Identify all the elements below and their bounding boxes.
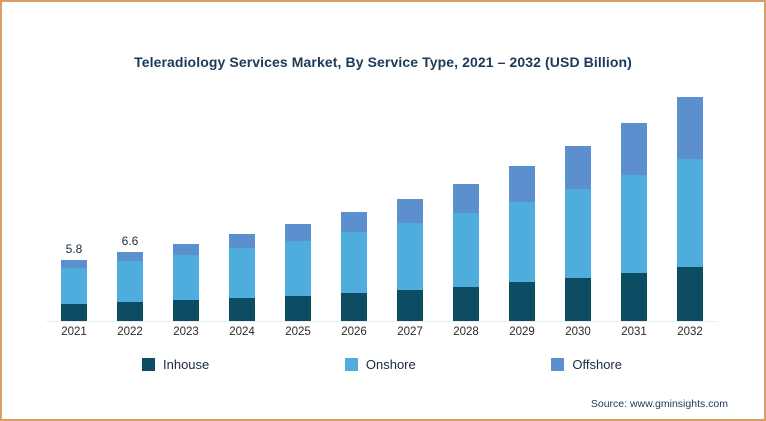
bar-segment-onshore-2024 (229, 247, 255, 298)
bar-segment-onshore-2028 (453, 213, 479, 287)
bar-stack-2031 (621, 123, 647, 321)
legend-item-offshore: Offshore (551, 357, 622, 372)
x-axis-label-2029: 2029 (509, 326, 535, 338)
chart-title: Teleradiology Services Market, By Servic… (134, 54, 632, 70)
bar-segment-inhouse-2022 (117, 302, 143, 321)
bar-stack-2024 (229, 234, 255, 321)
bar-segment-inhouse-2027 (397, 289, 423, 321)
x-axis-label-2024: 2024 (229, 326, 255, 338)
bar-segment-offshore-2021 (61, 260, 87, 268)
bar-segment-inhouse-2028 (453, 286, 479, 321)
bar-column-2023 (158, 90, 214, 321)
bar-column-2022: 6.6 (102, 90, 158, 321)
bar-column-2025 (270, 90, 326, 321)
plot-area: 5.8 6.6 (46, 90, 718, 322)
bar-column-2024 (214, 90, 270, 321)
bar-column-2032 (662, 90, 718, 321)
bar-column-2027 (382, 90, 438, 321)
bar-total-label-2022: 6.6 (121, 234, 139, 249)
bar-segment-inhouse-2026 (341, 292, 367, 321)
legend-item-inhouse: Inhouse (142, 357, 209, 372)
bar-segment-inhouse-2031 (621, 272, 647, 321)
bar-segment-offshore-2028 (453, 184, 479, 214)
bar-segment-inhouse-2030 (565, 278, 591, 321)
bar-segment-onshore-2029 (509, 201, 535, 283)
bar-segment-onshore-2022 (117, 261, 143, 303)
bar-stack-2025 (285, 223, 311, 321)
legend-label-offshore: Offshore (572, 357, 622, 372)
bar-segment-onshore-2025 (285, 240, 311, 296)
bar-segment-offshore-2022 (117, 252, 143, 262)
bar-segment-onshore-2023 (173, 255, 199, 301)
bar-stack-2028 (453, 184, 479, 321)
x-axis-label-2025: 2025 (285, 326, 311, 338)
x-axis-label-2028: 2028 (453, 326, 479, 338)
bar-stack-2032 (677, 97, 703, 321)
bar-segment-offshore-2024 (229, 234, 255, 248)
bar-segment-inhouse-2032 (677, 266, 703, 321)
bar-column-2030 (550, 90, 606, 321)
bar-column-2031 (606, 90, 662, 321)
x-axis-label-2021: 2021 (61, 326, 87, 338)
legend-item-onshore: Onshore (344, 357, 416, 372)
bar-column-2021: 5.8 (46, 90, 102, 321)
legend-label-onshore: Onshore (365, 357, 416, 372)
bar-segment-inhouse-2024 (229, 298, 255, 321)
bar-segment-offshore-2023 (173, 243, 199, 256)
x-axis-label-2023: 2023 (173, 326, 199, 338)
bar-segment-offshore-2032 (677, 97, 703, 159)
bar-segment-onshore-2031 (621, 174, 647, 273)
bar-column-2028 (438, 90, 494, 321)
x-axis-label-2030: 2030 (565, 326, 591, 338)
x-axis-label-2031: 2031 (621, 326, 647, 338)
x-axis: 2021 2022 2023 2024 2025 2026 2027 2028 2029 2030… (46, 326, 718, 338)
bar-segment-onshore-2021 (61, 267, 87, 305)
x-axis-label-2032: 2032 (677, 326, 703, 338)
bar-stack-2023 (173, 243, 199, 321)
bar-stack-2021 (61, 260, 87, 321)
bar-segment-offshore-2029 (509, 166, 535, 202)
bar-segment-offshore-2031 (621, 123, 647, 175)
legend-swatch-onshore (344, 358, 358, 371)
bar-segment-onshore-2032 (677, 158, 703, 267)
bar-stack-2026 (341, 212, 367, 321)
legend: Inhouse Onshore Offshore (142, 357, 622, 372)
bar-column-2026 (326, 90, 382, 321)
bar-stack-2030 (565, 146, 591, 321)
bar-segment-offshore-2030 (565, 146, 591, 190)
legend-swatch-offshore (551, 358, 565, 371)
bar-segment-inhouse-2021 (61, 304, 87, 321)
legend-swatch-inhouse (142, 358, 155, 371)
bar-stack-2029 (509, 166, 535, 321)
bar-segment-onshore-2030 (565, 189, 591, 279)
x-axis-label-2022: 2022 (117, 326, 143, 338)
bar-stack-2027 (397, 198, 423, 321)
bar-segment-onshore-2027 (397, 222, 423, 290)
bar-column-2029 (494, 90, 550, 321)
bar-total-label-2021: 5.8 (65, 242, 83, 257)
bar-segment-offshore-2027 (397, 198, 423, 223)
bar-segment-inhouse-2023 (173, 300, 199, 321)
x-axis-label-2027: 2027 (397, 326, 423, 338)
bar-stack-2022 (117, 252, 143, 321)
source-text: Source: www.gminsights.com (590, 398, 728, 410)
bar-segment-offshore-2026 (341, 212, 367, 233)
bar-segment-inhouse-2029 (509, 282, 535, 321)
bar-segment-onshore-2026 (341, 232, 367, 293)
legend-label-inhouse: Inhouse (163, 357, 210, 372)
x-axis-label-2026: 2026 (341, 326, 367, 338)
bar-segment-offshore-2025 (285, 223, 311, 241)
bar-segment-inhouse-2025 (285, 295, 311, 321)
